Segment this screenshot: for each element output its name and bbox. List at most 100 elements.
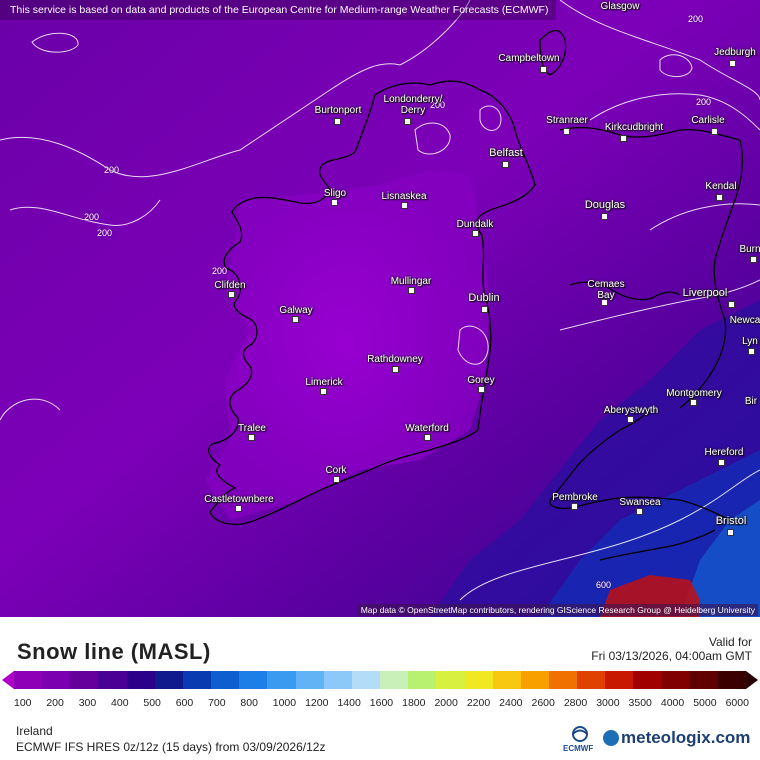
color-scale-segment [436, 671, 465, 689]
city-label-bir: Bir [744, 396, 758, 407]
city-label-jedburgh: Jedburgh [714, 47, 756, 58]
city-marker [728, 301, 735, 308]
color-scale-tick: 700 [208, 697, 226, 709]
color-scale-segment [633, 671, 662, 689]
city-label-derry: Derry [400, 105, 426, 116]
city-label-waterford: Waterford [405, 423, 449, 434]
color-scale-tick: 2400 [499, 697, 523, 709]
color-scale-tick: 2800 [563, 697, 588, 709]
city-marker [636, 508, 643, 515]
city-label-belfast: Belfast [489, 147, 523, 159]
city-label-campbeltown: Campbeltown [498, 53, 560, 64]
city-label-glasgow: Glasgow [600, 1, 640, 12]
city-marker [571, 503, 578, 510]
city-label-tralee: Tralee [238, 423, 266, 434]
city-label-dundalk: Dundalk [456, 219, 494, 230]
color-scale-segment [182, 671, 212, 689]
city-label-carlisle: Carlisle [691, 115, 725, 126]
city-marker [563, 128, 570, 135]
color-scale-bar [14, 671, 747, 689]
city-marker [408, 287, 415, 294]
contour-label: 200 [688, 14, 704, 24]
city-marker [601, 299, 608, 306]
meteologix-logo-icon [603, 730, 619, 746]
city-marker [320, 388, 327, 395]
contour-label: 200 [84, 212, 100, 222]
map-canvas [0, 0, 760, 617]
city-marker [333, 476, 340, 483]
city-label-douglas: Douglas [584, 199, 626, 211]
city-marker [729, 60, 736, 67]
city-marker [711, 128, 718, 135]
color-scale-tick: 1000 [272, 697, 297, 709]
city-marker [727, 529, 734, 536]
color-scale-tick: 1800 [402, 697, 426, 709]
ecmwf-logo-icon [572, 726, 588, 742]
color-scale-tick: 400 [111, 697, 129, 709]
city-marker [750, 256, 757, 263]
color-scale-segment [548, 671, 578, 689]
city-label-galway: Galway [279, 305, 313, 316]
city-label-swansea: Swansea [619, 497, 661, 508]
color-scale-tick: 2200 [466, 697, 491, 709]
color-scale-segment [267, 671, 296, 689]
region-label: Ireland [16, 724, 53, 738]
color-scale-tick: 3000 [596, 697, 620, 709]
city-label-bay: Bay [597, 290, 615, 301]
ecmwf-logo-text: ECMWF [563, 744, 594, 753]
city-marker [331, 199, 338, 206]
color-scale-tick: 300 [78, 697, 97, 709]
contour-label: 600 [596, 580, 612, 590]
city-label-sligo: Sligo [323, 188, 347, 199]
color-scale-segment [464, 671, 493, 689]
city-label-clifden: Clifden [214, 280, 246, 291]
color-scale-segment [351, 671, 381, 689]
color-scale-segment [98, 671, 127, 689]
color-scale-segment [323, 671, 352, 689]
meteologix-brand[interactable]: meteologix.com [621, 728, 751, 747]
color-scale-segment [154, 671, 183, 689]
city-marker [620, 135, 627, 142]
contour-label: 200 [696, 97, 712, 107]
city-label-dublin: Dublin [468, 292, 500, 304]
contour-label: 200 [430, 100, 446, 110]
color-scale-segment [211, 671, 240, 689]
city-label-lyn: Lyn [742, 336, 758, 347]
valid-time: Fri 03/13/2026, 04:00am GMT [591, 649, 752, 663]
model-run-label: ECMWF IFS HRES 0z/12z (15 days) from 03/… [16, 740, 326, 754]
city-label-gorey: Gorey [467, 375, 495, 386]
ecmwf-disclaimer: This service is based on data and produc… [0, 0, 557, 20]
color-scale-segment [380, 671, 409, 689]
color-scale-tick: 2600 [531, 697, 555, 709]
city-marker [718, 459, 725, 466]
color-scale-segment [661, 671, 690, 689]
contour-label: 200 [104, 165, 120, 175]
city-label-cemaes: Cemaes [587, 279, 625, 290]
color-scale-tick: 100 [14, 697, 32, 709]
city-label-aberystwyth: Aberystwyth [603, 405, 659, 416]
city-label-londonderry: Londonderry/ [383, 94, 443, 105]
color-scale-tick: 600 [175, 697, 194, 709]
city-marker [401, 202, 408, 209]
city-marker [404, 118, 411, 125]
city-label-montgomery: Montgomery [666, 388, 722, 399]
city-marker [392, 366, 399, 373]
city-label-pembroke: Pembroke [552, 492, 598, 503]
city-marker [228, 291, 235, 298]
color-scale-segment [605, 671, 634, 689]
city-label-burtonport: Burtonport [314, 105, 362, 116]
city-marker [472, 230, 479, 237]
color-scale-tick: 2000 [434, 697, 458, 709]
city-label-liverpool: Liverpool [682, 287, 728, 299]
color-scale-tick: 1200 [305, 697, 329, 709]
city-marker [424, 434, 431, 441]
city-marker [478, 386, 485, 393]
color-scale-segment [492, 671, 521, 689]
city-label-castletownbere: Castletownbere [204, 494, 274, 505]
map-attribution[interactable]: Map data © OpenStreetMap contributors, r… [357, 604, 758, 616]
contour-label: 200 [212, 266, 228, 276]
city-label-cork: Cork [325, 465, 347, 476]
snow-line-map[interactable]: This service is based on data and produc… [0, 0, 760, 617]
valid-label: Valid for [708, 635, 752, 649]
legend-min-arrow [2, 671, 14, 689]
